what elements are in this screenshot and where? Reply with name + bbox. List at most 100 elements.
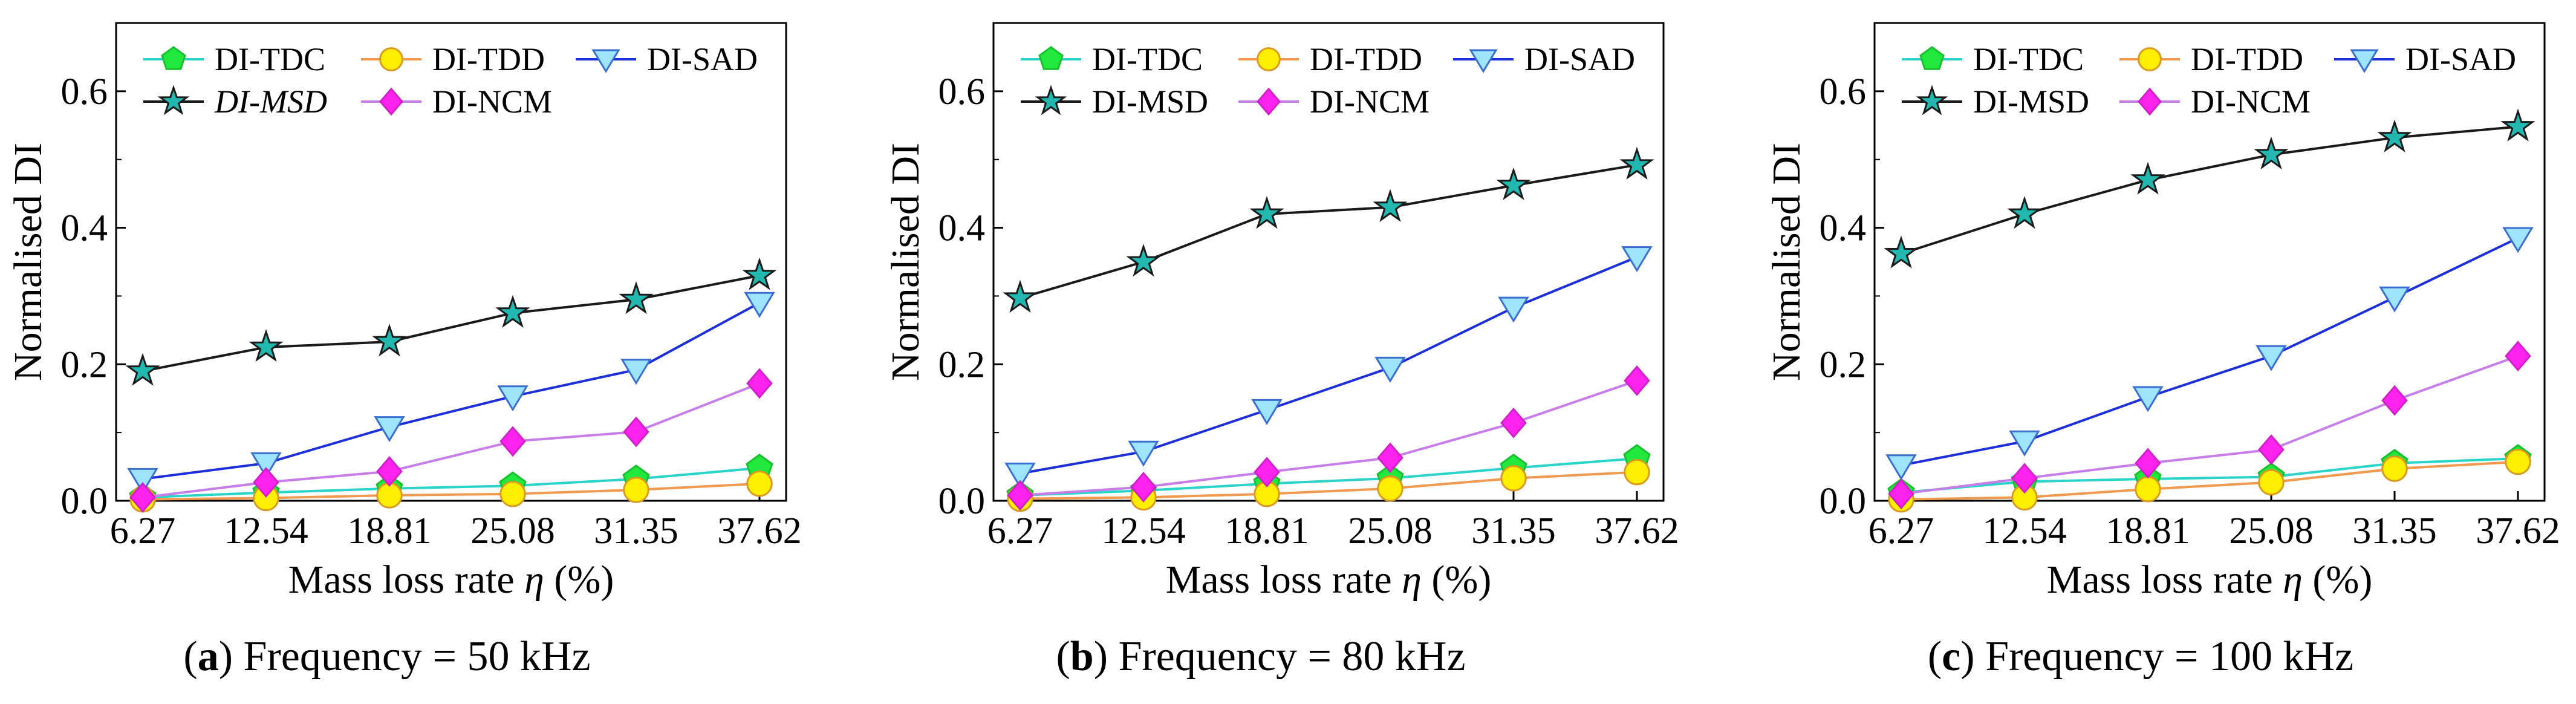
legend-label: DI-MSD [1973, 83, 2089, 120]
data-point [2256, 345, 2287, 371]
y-tick-label: 0.6 [938, 71, 986, 112]
legend-label: DI-TDD [432, 41, 545, 77]
y-tick-label: 0.0 [938, 481, 986, 522]
legend-marker [157, 85, 190, 116]
x-tick-label: 12.54 [1101, 510, 1186, 552]
data-point [2381, 385, 2408, 416]
data-point [1496, 167, 1531, 200]
series-line [1901, 354, 2519, 495]
legend-item: DI-MSD [143, 83, 327, 120]
legend-label: DI-MSD [1092, 83, 1208, 120]
legend-marker [1919, 46, 1945, 70]
legend-label: DI-NCM [432, 83, 552, 120]
legend-item: DI-TDD [361, 41, 545, 77]
x-tick-label: 6.27 [110, 510, 176, 552]
data-point [497, 385, 529, 412]
caption-body: Frequency = 80 kHz [1119, 633, 1466, 680]
legend-item: DI-SAD [576, 41, 758, 77]
data-point [2505, 341, 2531, 372]
series-line [142, 482, 760, 501]
data-point [1004, 462, 1036, 489]
legend-item: DI-NCM [2119, 83, 2311, 120]
legend-item: DI-NCM [361, 83, 552, 120]
series-line [142, 382, 760, 499]
caption-close-paren: ) [219, 633, 244, 680]
x-tick-label: 31.35 [1471, 510, 1556, 552]
data-point [499, 426, 526, 457]
data-point [1619, 146, 1654, 180]
panel-b: 0.0 0.2 0.4 0.6 6.27 12.54 18.81 25.08 31.35 37.6… [883, 22, 1679, 680]
y-tick-label: 0.2 [938, 344, 986, 385]
data-point [746, 368, 773, 399]
series-line [142, 466, 760, 499]
panel-caption: (b) Frequency = 80 kHz [1056, 633, 1465, 680]
data-point [2254, 136, 2289, 170]
x-axis-title-suffix: (%) [2303, 558, 2372, 602]
x-tick-label: 25.08 [1348, 510, 1433, 552]
data-point [1377, 475, 1403, 502]
y-tick-label: 0.6 [1820, 71, 1867, 112]
x-axis-title-symbol: η [1402, 558, 1422, 602]
series-di-ncm [1888, 341, 2531, 510]
x-axis-title: Mass loss rate η (%) [1166, 558, 1492, 602]
caption-panel-label: b [1070, 633, 1094, 680]
series-di-msd [1884, 108, 2535, 269]
data-point [1130, 471, 1157, 503]
data-point [620, 359, 652, 385]
series-di-tdd [1888, 448, 2531, 513]
plot-frame [115, 22, 787, 502]
data-point [2258, 469, 2285, 496]
data-point [1888, 478, 1914, 510]
data-point [623, 416, 649, 448]
series-di-tdd [129, 471, 773, 513]
legend: DI-TDC DI-TDD DI-SAD DI-MSD DI-NCM [1021, 41, 1635, 120]
legend: DI-TDC DI-TDD DI-SAD DI-MSD DI-NCM [1902, 41, 2516, 120]
legend-marker [379, 47, 403, 71]
panel-caption: (a) Frequency = 50 kHz [183, 633, 590, 680]
legend-item: DI-MSD [1021, 83, 1208, 120]
series-di-sad [1004, 246, 1653, 489]
legend-item: DI-TDD [1238, 41, 1422, 77]
legend-marker [591, 49, 620, 73]
series-line [1901, 460, 2519, 501]
caption-open-paren: ( [1928, 633, 1942, 680]
legend-label: DI-TDC [215, 41, 325, 77]
data-point [125, 353, 160, 386]
data-point [742, 257, 777, 290]
data-point [376, 456, 403, 487]
x-tick-label: 31.35 [594, 510, 678, 552]
legend-marker [1469, 49, 1498, 73]
series-line [1901, 236, 2519, 467]
data-point [1249, 195, 1284, 229]
legend-label: DI-SAD [647, 41, 758, 77]
y-tick-label: 0.0 [61, 481, 108, 522]
x-tick-label: 18.81 [2106, 510, 2190, 552]
x-tick-label: 12.54 [224, 510, 308, 552]
data-point [1621, 246, 1653, 273]
y-axis-title: Normalised DI [6, 143, 50, 381]
data-point [1498, 296, 1529, 323]
data-point [372, 323, 407, 357]
legend-item: DI-MSD [1902, 83, 2089, 120]
series-line [142, 301, 760, 480]
legend-marker [1038, 46, 1064, 70]
y-tick-label: 0.0 [1820, 481, 1867, 522]
plot-frame [992, 22, 1665, 502]
data-point [2377, 119, 2412, 152]
x-tick-label: 18.81 [1225, 510, 1309, 552]
data-point [1500, 407, 1527, 438]
series-line [1020, 379, 1638, 497]
legend-item: DI-TDC [1021, 41, 1203, 77]
legend-marker [1257, 87, 1281, 116]
data-point [2009, 430, 2040, 457]
data-point [249, 329, 284, 362]
data-point [1128, 440, 1159, 467]
caption-body: Frequency = 50 kHz [244, 633, 591, 680]
caption-close-paren: ) [1094, 633, 1119, 680]
x-tick-label: 31.35 [2352, 510, 2437, 552]
legend-label: DI-SAD [1524, 41, 1635, 77]
x-tick-label: 12.54 [1982, 510, 2067, 552]
caption-panel-label: a [198, 633, 219, 680]
x-axis-title-symbol: η [524, 558, 544, 602]
y-tick-label: 0.4 [1820, 208, 1867, 249]
